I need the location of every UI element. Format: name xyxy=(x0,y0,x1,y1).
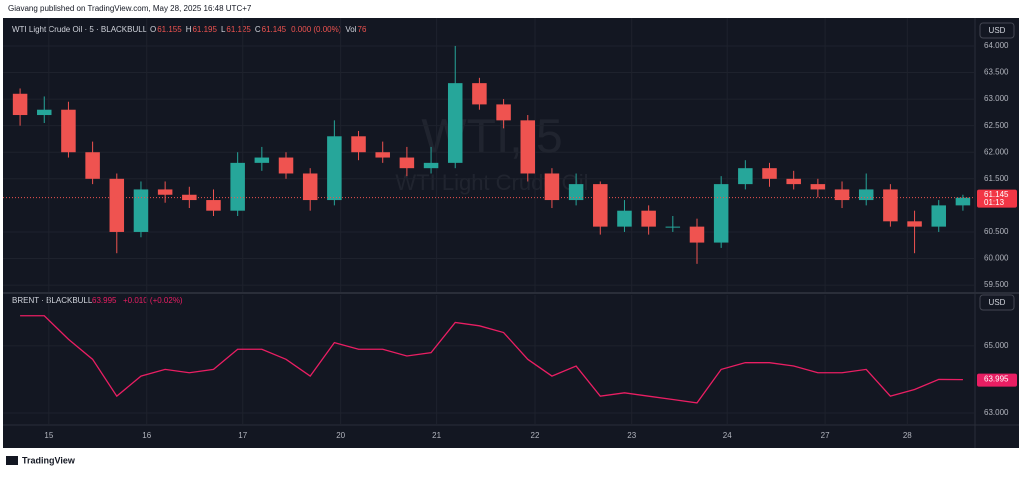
legend-value: 63.995 xyxy=(92,296,117,305)
x-tick-label: 20 xyxy=(336,431,345,440)
y-tick-label: 60.500 xyxy=(984,227,1009,236)
footer-brand: TradingView xyxy=(22,455,76,465)
currency[interactable]: USD xyxy=(989,26,1006,35)
legend-label: C xyxy=(255,25,261,34)
legend-label: Vol xyxy=(345,25,356,34)
candle-body xyxy=(133,189,149,232)
x-tick-label: 28 xyxy=(903,431,912,440)
y-tick-label: 63.000 xyxy=(984,408,1009,417)
candle-body xyxy=(423,162,439,169)
x-tick-label: 16 xyxy=(142,431,151,440)
x-tick-label: 21 xyxy=(432,431,441,440)
watermark: WTI Light Crude Oil xyxy=(395,170,588,195)
candle-body xyxy=(157,189,173,195)
candle-body xyxy=(883,189,898,222)
candle-body xyxy=(568,184,584,201)
legend-value: 61.195 xyxy=(192,25,217,34)
candle-body xyxy=(351,136,366,153)
x-tick-label: 22 xyxy=(531,431,540,440)
candle-body xyxy=(834,189,850,201)
y-tick-label: 59.500 xyxy=(984,280,1009,289)
y-tick-label: 62.500 xyxy=(984,121,1009,130)
candle-body xyxy=(810,184,826,190)
y-tick-label: 64.000 xyxy=(984,41,1009,50)
currency-button[interactable] xyxy=(979,22,1015,39)
footer-logo xyxy=(6,456,18,465)
chart-background xyxy=(3,18,1019,448)
x-tick-label: 17 xyxy=(238,431,247,440)
candle-body xyxy=(520,120,536,174)
last-price: 61.145 xyxy=(984,190,1009,199)
candle-body xyxy=(85,152,100,179)
candle-body xyxy=(665,226,681,228)
legend-value: 61.125 xyxy=(226,25,251,34)
candle-body xyxy=(762,168,777,179)
candle-body xyxy=(302,173,318,201)
legend-value: 0.000 (0.00%) xyxy=(291,25,342,34)
candle-body xyxy=(858,189,874,201)
candle-body xyxy=(786,178,801,185)
candle-body xyxy=(278,157,294,174)
x-tick-label: 24 xyxy=(723,431,732,440)
legend-value: 61.155 xyxy=(157,25,182,34)
y-tick-label: 62.000 xyxy=(984,147,1009,156)
candle-body xyxy=(641,210,656,227)
legend-value: 61.145 xyxy=(262,25,287,34)
publisher: Giavang published on TradingView.com, Ma… xyxy=(8,4,252,13)
legend-label: H xyxy=(186,25,192,34)
currency[interactable]: USD xyxy=(989,298,1006,307)
candle-body xyxy=(447,83,463,163)
watermark: WTI, 5 xyxy=(421,111,562,164)
candle-body xyxy=(230,162,245,211)
y-tick-label: 61.500 xyxy=(984,174,1009,183)
candle-body xyxy=(61,109,76,153)
x-tick-label: 27 xyxy=(821,431,830,440)
candle-body xyxy=(617,210,632,227)
candle-body xyxy=(399,157,415,169)
last-price-box xyxy=(977,373,1017,387)
candle-body xyxy=(955,197,971,206)
candle-body xyxy=(738,168,753,185)
candle-body xyxy=(931,205,946,227)
legend-title: WTI Light Crude Oil · 5 · BLACKBULL xyxy=(12,25,148,34)
x-tick-label: 23 xyxy=(627,431,636,440)
last-price: 63.995 xyxy=(984,375,1009,384)
legend-title: BRENT · BLACKBULL xyxy=(12,296,93,305)
countdown: 01:13 xyxy=(984,198,1005,207)
legend-label: L xyxy=(221,25,226,34)
y-tick-label: 63.500 xyxy=(984,68,1009,77)
y-tick-label: 65.000 xyxy=(984,341,1009,350)
candle-body xyxy=(496,104,511,121)
y-tick-label: 60.000 xyxy=(984,254,1009,263)
candle-body xyxy=(12,93,28,116)
candle-body xyxy=(254,157,270,163)
candle-body xyxy=(327,136,342,201)
price-line xyxy=(20,315,963,404)
candle-body xyxy=(472,83,487,105)
currency-button[interactable] xyxy=(979,294,1015,311)
legend: WTI Light Crude Oil · 5 · BLACKBULL xyxy=(12,25,148,34)
candle-body xyxy=(713,184,729,243)
x-tick-label: 15 xyxy=(44,431,53,440)
candle-body xyxy=(593,184,608,227)
legend-change: +0.010 (+0.02%) xyxy=(123,296,183,305)
legend-label: O xyxy=(150,25,156,34)
candle-body xyxy=(544,173,560,201)
candle-body xyxy=(375,152,390,158)
candle-body xyxy=(689,226,705,243)
legend-value: 76 xyxy=(358,25,367,34)
last-price-box xyxy=(977,189,1017,208)
candle-body xyxy=(907,221,922,227)
candle-body xyxy=(206,200,221,211)
candle-body xyxy=(109,178,125,232)
y-tick-label: 63.000 xyxy=(984,94,1009,103)
candle-body xyxy=(37,109,52,116)
